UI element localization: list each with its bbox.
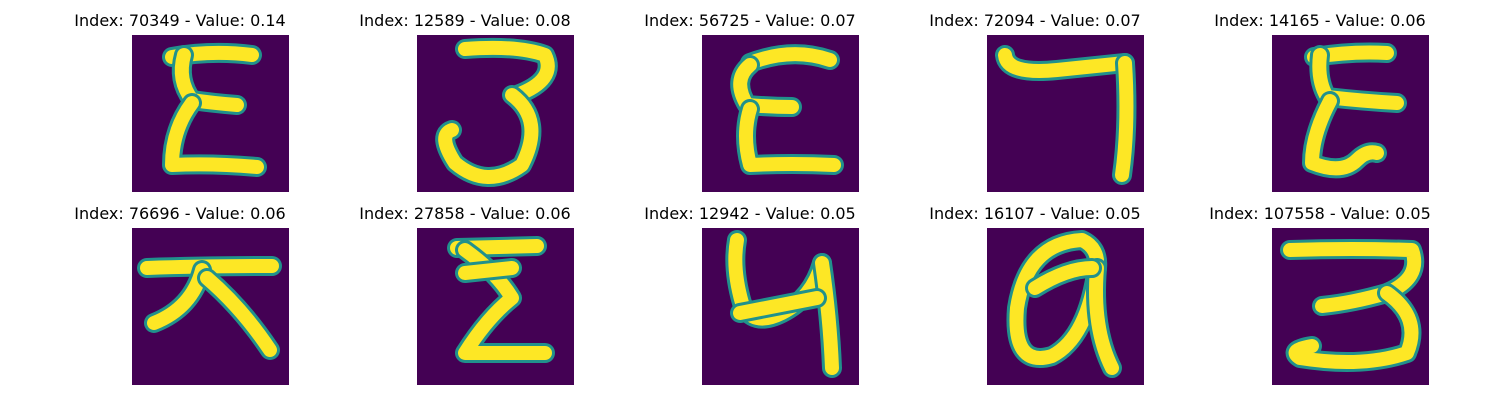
panel-title: Index: 107558 - Value: 0.05 (1209, 204, 1431, 223)
panel-title: Index: 56725 - Value: 0.07 (644, 11, 856, 30)
panel-6: Index: 76696 - Value: 0.06 (30, 193, 330, 385)
digit-image (987, 35, 1144, 192)
glyph-stroke (1028, 261, 1099, 295)
panel-3: Index: 56725 - Value: 0.07 (600, 0, 900, 192)
glyph-stroke (739, 102, 841, 172)
glyph-stroke (1288, 286, 1419, 369)
panel-7: Index: 27858 - Value: 0.06 (315, 193, 615, 385)
panel-title: Index: 76696 - Value: 0.06 (74, 204, 286, 223)
panel-5: Index: 14165 - Value: 0.06 (1170, 0, 1470, 192)
glyph-svg (417, 35, 574, 192)
panel-title: Index: 14165 - Value: 0.06 (1214, 11, 1426, 30)
panel-8: Index: 12942 - Value: 0.05 (600, 193, 900, 385)
panel-10: Index: 107558 - Value: 0.05 (1170, 193, 1470, 385)
digit-image (1272, 228, 1429, 385)
glyph-svg (132, 35, 289, 192)
image-background (132, 228, 289, 385)
glyph-stroke (200, 271, 277, 357)
glyph-svg (1272, 228, 1429, 385)
panel-4: Index: 72094 - Value: 0.07 (885, 0, 1185, 192)
digit-image (702, 228, 859, 385)
glyph-stroke (458, 261, 519, 280)
glyph-svg (987, 228, 1144, 385)
glyph-stroke (1283, 242, 1422, 313)
digit-image (417, 35, 574, 192)
glyph-svg (987, 35, 1144, 192)
digit-image (132, 35, 289, 192)
panel-title: Index: 70349 - Value: 0.14 (74, 11, 286, 30)
panel-9: Index: 16107 - Value: 0.05 (885, 193, 1185, 385)
glyph-stroke (815, 256, 839, 375)
glyph-stroke (438, 88, 539, 184)
digit-image (1272, 35, 1429, 192)
glyph-svg (132, 228, 289, 385)
panel-1: Index: 70349 - Value: 0.14 (30, 0, 330, 192)
digit-image (987, 228, 1144, 385)
panel-2: Index: 12589 - Value: 0.08 (315, 0, 615, 192)
glyph-stroke (733, 291, 824, 320)
glyph-svg (702, 228, 859, 385)
digit-image (702, 35, 859, 192)
digit-image (417, 228, 574, 385)
digit-image (132, 228, 289, 385)
panel-title: Index: 16107 - Value: 0.05 (929, 204, 1141, 223)
glyph-svg (417, 228, 574, 385)
glyph-stroke (998, 48, 1132, 78)
glyph-stroke (458, 40, 555, 102)
glyph-stroke (165, 96, 264, 174)
glyph-stroke (1089, 261, 1119, 375)
glyph-stroke (1115, 56, 1134, 182)
panel-title: Index: 12589 - Value: 0.08 (359, 11, 571, 30)
panel-title: Index: 72094 - Value: 0.07 (929, 11, 1141, 30)
panel-title: Index: 27858 - Value: 0.06 (359, 204, 571, 223)
glyph-stroke (1305, 94, 1384, 176)
panel-title: Index: 12942 - Value: 0.05 (644, 204, 856, 223)
glyph-svg (1272, 35, 1429, 192)
glyph-svg (702, 35, 859, 192)
